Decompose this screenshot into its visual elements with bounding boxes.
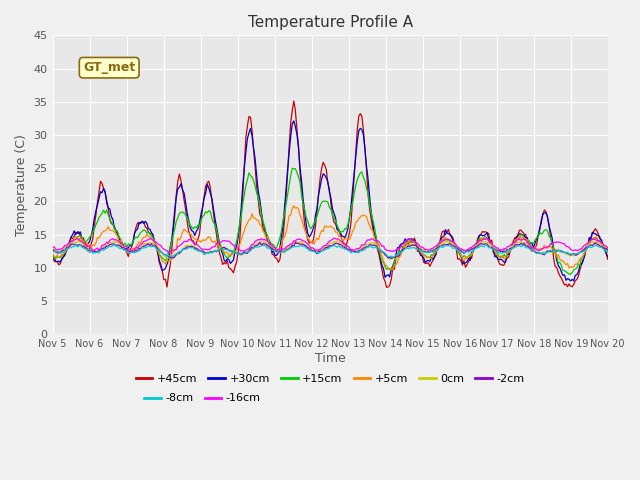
+15cm — [576, 263, 584, 269]
-16cm — [49, 245, 56, 251]
-8cm — [576, 249, 584, 255]
-8cm — [604, 249, 612, 254]
0cm — [604, 246, 612, 252]
+5cm — [116, 237, 124, 243]
-16cm — [164, 250, 172, 256]
Line: +5cm: +5cm — [52, 206, 608, 269]
-16cm — [116, 240, 124, 246]
-2cm — [49, 246, 56, 252]
+45cm — [290, 98, 298, 104]
0cm — [576, 249, 584, 255]
Line: +30cm: +30cm — [52, 121, 608, 281]
Line: 0cm: 0cm — [52, 240, 608, 259]
-16cm — [234, 245, 242, 251]
-2cm — [116, 243, 124, 249]
+15cm — [293, 169, 301, 175]
+15cm — [233, 239, 241, 244]
-2cm — [387, 256, 395, 262]
-8cm — [72, 241, 79, 247]
+30cm — [293, 131, 301, 137]
0cm — [386, 256, 394, 262]
+45cm — [214, 244, 222, 250]
-8cm — [244, 249, 252, 254]
+45cm — [576, 267, 584, 273]
-8cm — [216, 247, 223, 253]
+45cm — [383, 285, 390, 290]
+5cm — [290, 203, 298, 209]
-2cm — [256, 240, 264, 245]
+30cm — [116, 239, 124, 244]
Line: -2cm: -2cm — [52, 242, 608, 259]
-8cm — [118, 246, 126, 252]
0cm — [116, 242, 124, 248]
+5cm — [576, 256, 584, 262]
-2cm — [293, 240, 301, 246]
Line: -8cm: -8cm — [52, 244, 608, 257]
-8cm — [293, 243, 301, 249]
-16cm — [293, 237, 301, 242]
+30cm — [214, 232, 222, 238]
0cm — [242, 250, 250, 255]
+30cm — [233, 244, 241, 250]
-8cm — [49, 249, 56, 255]
0cm — [49, 246, 56, 252]
+30cm — [290, 118, 298, 124]
0cm — [443, 238, 451, 243]
+5cm — [242, 223, 250, 229]
+5cm — [233, 246, 241, 252]
-16cm — [330, 235, 338, 241]
-8cm — [234, 252, 242, 257]
-16cm — [604, 245, 612, 251]
+5cm — [389, 266, 397, 272]
Y-axis label: Temperature (C): Temperature (C) — [15, 134, 28, 236]
-8cm — [389, 254, 397, 260]
+15cm — [49, 251, 56, 256]
+45cm — [116, 241, 124, 247]
-2cm — [233, 251, 241, 256]
-2cm — [214, 248, 222, 253]
0cm — [214, 246, 222, 252]
+45cm — [242, 135, 250, 141]
+30cm — [567, 278, 575, 284]
+30cm — [576, 263, 584, 268]
X-axis label: Time: Time — [315, 352, 346, 365]
Line: +45cm: +45cm — [52, 101, 608, 288]
+15cm — [116, 236, 124, 241]
-16cm — [244, 246, 252, 252]
Text: GT_met: GT_met — [83, 61, 135, 74]
-2cm — [604, 247, 612, 253]
+30cm — [604, 253, 612, 259]
+15cm — [604, 250, 612, 255]
+30cm — [49, 252, 56, 258]
Line: +15cm: +15cm — [52, 168, 608, 274]
0cm — [233, 250, 241, 256]
Line: -16cm: -16cm — [52, 238, 608, 253]
+15cm — [242, 183, 250, 189]
-2cm — [242, 250, 250, 256]
-2cm — [576, 250, 584, 255]
Title: Temperature Profile A: Temperature Profile A — [248, 15, 413, 30]
+45cm — [293, 126, 301, 132]
+15cm — [289, 165, 296, 171]
-16cm — [216, 240, 223, 246]
Legend: -8cm, -16cm: -8cm, -16cm — [140, 389, 265, 408]
+30cm — [242, 149, 250, 155]
+45cm — [604, 256, 612, 262]
-16cm — [576, 246, 584, 252]
+5cm — [214, 242, 222, 248]
+15cm — [214, 235, 222, 240]
+5cm — [49, 252, 56, 257]
+45cm — [233, 259, 241, 265]
+5cm — [604, 250, 612, 256]
+15cm — [565, 271, 573, 277]
+5cm — [293, 205, 301, 211]
0cm — [291, 239, 299, 244]
+45cm — [49, 254, 56, 260]
